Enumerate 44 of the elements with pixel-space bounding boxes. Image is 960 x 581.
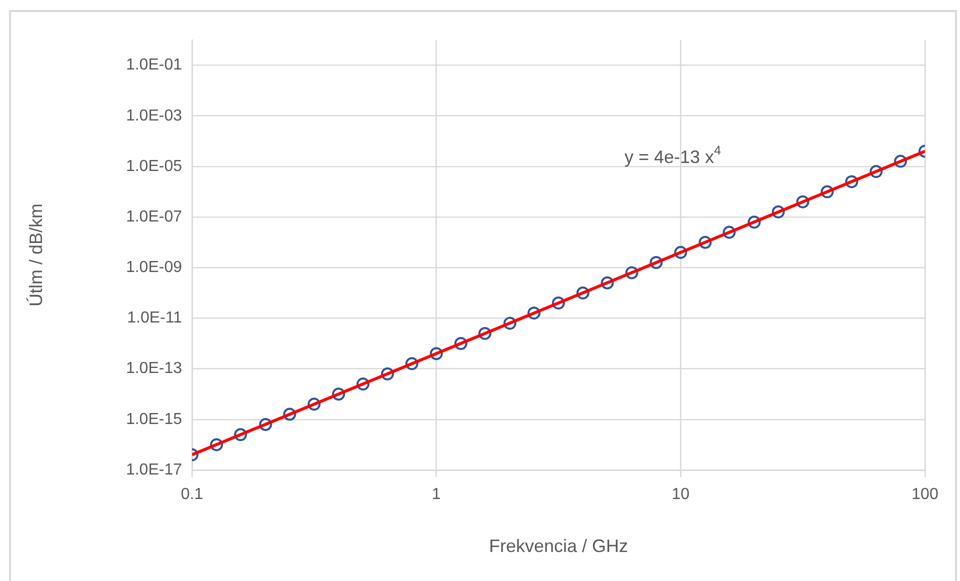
x-tick-label: 10 xyxy=(672,486,690,504)
point xyxy=(308,398,321,411)
point xyxy=(576,286,590,300)
x-axis-title: Frekvencia / GHz xyxy=(488,536,628,556)
y-tick-label: 1.0E-13 xyxy=(126,360,182,378)
point xyxy=(552,296,565,310)
point xyxy=(894,154,908,168)
x-tick-label: 100 xyxy=(912,486,938,504)
y-tick-label: 1.0E-17 xyxy=(126,461,182,478)
point xyxy=(845,175,858,188)
y-tick-label: 1.0E-07 xyxy=(126,208,182,226)
point xyxy=(356,378,370,391)
point xyxy=(722,226,736,239)
point xyxy=(625,266,638,280)
point xyxy=(380,367,394,380)
point xyxy=(600,276,614,290)
y-tick-label: 1.0E-09 xyxy=(126,259,182,276)
x-tick-label: 0.1 xyxy=(180,486,204,504)
point xyxy=(259,418,272,431)
point xyxy=(234,428,248,442)
point xyxy=(332,388,346,401)
point xyxy=(796,195,810,208)
point xyxy=(454,337,468,350)
y-tick-label: 1.0E-03 xyxy=(126,107,182,124)
y-tick-label: 1.0E-15 xyxy=(126,410,182,428)
point xyxy=(772,205,785,218)
point xyxy=(698,236,712,249)
point xyxy=(478,326,492,340)
point xyxy=(430,347,443,360)
point xyxy=(405,357,418,370)
point xyxy=(674,246,688,259)
y-axis-title: Útlm / dB/km xyxy=(26,203,46,307)
point xyxy=(870,165,883,178)
y-tick-label: 1.0E-05 xyxy=(126,158,182,175)
point xyxy=(503,316,516,330)
y-tick-label: 1.0E-01 xyxy=(126,56,182,74)
point xyxy=(527,306,540,320)
point xyxy=(210,438,224,452)
y-tick-label: 1.0E-11 xyxy=(127,310,182,327)
point xyxy=(650,256,663,269)
x-tick-label: 1 xyxy=(432,486,441,504)
point xyxy=(820,185,834,198)
point xyxy=(748,216,761,229)
point xyxy=(283,408,296,421)
